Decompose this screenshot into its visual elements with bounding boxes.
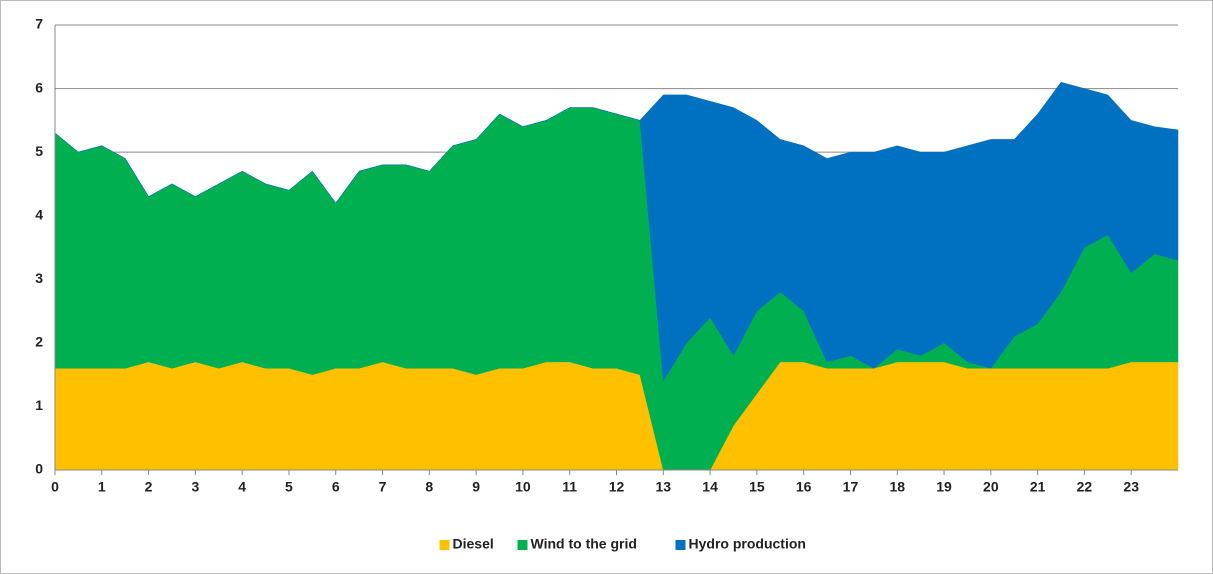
legend-swatch <box>675 540 686 550</box>
x-tick-label: 20 <box>983 479 999 495</box>
x-tick-label: 2 <box>145 479 153 495</box>
x-tick-label: 21 <box>1030 479 1046 495</box>
x-tick-label: 14 <box>702 479 718 495</box>
y-tick-label: 2 <box>35 334 43 350</box>
y-tick-label: 5 <box>35 143 43 159</box>
x-tick-label: 11 <box>562 479 577 495</box>
x-tick-label: 4 <box>238 479 246 495</box>
x-tick-label: 19 <box>936 479 952 495</box>
x-tick-label: 16 <box>796 479 812 495</box>
x-tick-label: 9 <box>472 479 480 495</box>
x-tick-label: 7 <box>379 479 387 495</box>
y-tick-label: 6 <box>35 79 43 95</box>
legend-label: Diesel <box>453 536 494 552</box>
x-tick-label: 10 <box>515 479 531 495</box>
legend-swatch <box>517 540 528 550</box>
x-tick-label: 1 <box>98 479 106 495</box>
x-tick-label: 12 <box>609 479 625 495</box>
x-tick-label: 13 <box>656 479 672 495</box>
y-tick-label: 3 <box>35 270 43 286</box>
legend-swatch <box>439 540 450 550</box>
y-tick-label: 1 <box>35 397 43 413</box>
x-tick-label: 17 <box>843 479 859 495</box>
y-tick-label: 7 <box>35 16 43 32</box>
y-tick-label: 0 <box>35 461 43 477</box>
legend-label: Wind to the grid <box>531 536 637 552</box>
x-tick-label: 18 <box>889 479 905 495</box>
area <box>54 81 1179 382</box>
y-tick-label: 4 <box>35 206 43 222</box>
legend-label: Hydro production <box>689 536 806 552</box>
x-tick-label: 6 <box>332 479 340 495</box>
area <box>54 361 1179 471</box>
x-tick-label: 23 <box>1123 479 1139 495</box>
x-tick-label: 3 <box>191 479 199 495</box>
x-tick-label: 5 <box>285 479 293 495</box>
x-tick-label: 22 <box>1077 479 1093 495</box>
x-tick-label: 0 <box>51 479 59 495</box>
x-tick-label: 15 <box>749 479 765 495</box>
legend: Diesel Wind to the grid Hydro production <box>439 536 806 552</box>
x-tick-label: 8 <box>425 479 433 495</box>
